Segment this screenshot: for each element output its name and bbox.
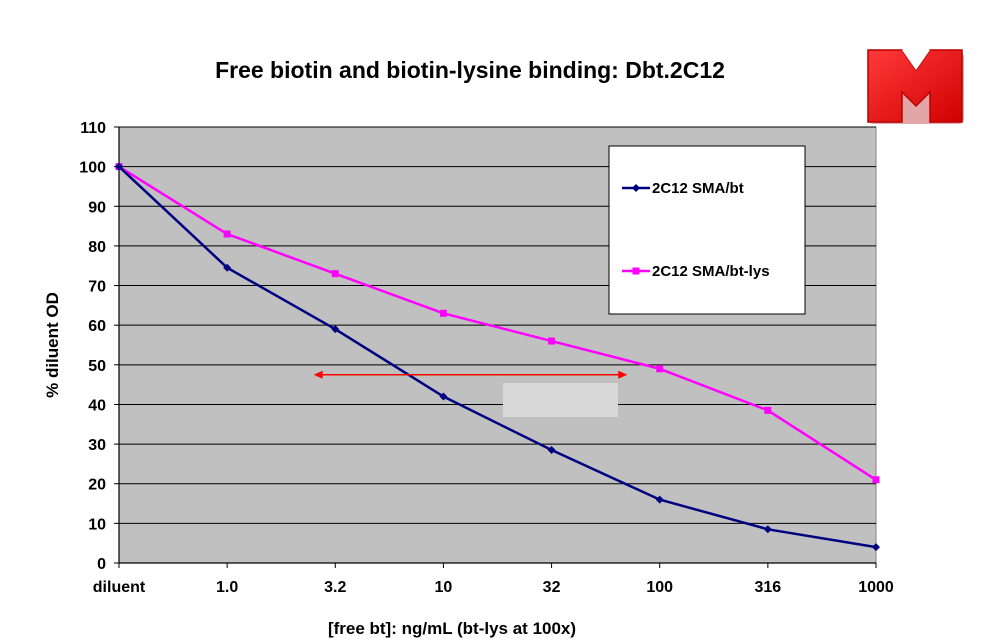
data-point [439, 309, 447, 317]
data-point [547, 446, 556, 455]
x-tick-label: 100 [646, 579, 673, 596]
data-point [655, 495, 664, 504]
y-axis-ticks: 0 10 20 30 40 50 60 70 80 90 100 110 [79, 120, 876, 573]
data-point [548, 337, 556, 345]
series-line [118, 165, 877, 481]
data-point [632, 184, 640, 192]
x-tick-label: 3.2 [324, 579, 346, 596]
y-tick-label: 20 [88, 477, 106, 494]
data-point [632, 267, 640, 275]
annotation-box [503, 383, 618, 417]
y-axis-label: % diluent OD [43, 292, 62, 398]
x-tick-label: 1.0 [216, 579, 238, 596]
y-tick-label: 90 [88, 199, 106, 216]
x-tick-label: 10 [435, 579, 453, 596]
y-tick-label: 30 [88, 437, 106, 454]
data-point [763, 525, 772, 534]
x-tick-label: diluent [93, 579, 146, 596]
arrow-head-left [313, 370, 323, 379]
y-tick-label: 80 [88, 239, 106, 256]
y-tick-label: 60 [88, 318, 106, 335]
data-point [656, 365, 664, 373]
data-point [331, 325, 340, 334]
series-line [118, 165, 877, 549]
x-tick-label: 1000 [858, 579, 894, 596]
arrow-head-right [618, 370, 628, 379]
y-tick-label: 40 [88, 397, 106, 414]
data-point [872, 476, 880, 484]
data-point [764, 406, 772, 414]
legend-box [608, 145, 806, 315]
legend: 2C12 SMA/bt 2C12 SMA/bt-lys [608, 145, 806, 315]
logo-icon [867, 49, 964, 124]
data-point [115, 162, 123, 171]
y-tick-label: 10 [88, 516, 106, 533]
y-tick-label: 70 [88, 279, 106, 296]
data-point [872, 543, 880, 552]
legend-label: 2C12 SMA/bt [652, 180, 744, 197]
data-point [439, 392, 448, 401]
y-tick-label: 100 [79, 160, 106, 177]
annotations [313, 370, 628, 417]
chart-title: Free biotin and biotin-lysine binding: D… [215, 57, 725, 83]
x-axis-label: [free bt]: ng/mL (bt-lys at 100x) [328, 619, 576, 638]
legend-label: 2C12 SMA/bt-lys [652, 263, 770, 280]
y-tick-label: 110 [80, 120, 106, 137]
x-axis-ticks: diluent 1.0 3.2 10 32 100 316 1000 [93, 563, 894, 596]
data-point [331, 270, 339, 278]
y-tick-label: 0 [97, 556, 106, 573]
y-tick-label: 50 [88, 358, 106, 375]
data-point [223, 263, 232, 272]
x-tick-label: 32 [543, 579, 561, 596]
series-lines [115, 162, 880, 552]
data-point [223, 230, 231, 238]
x-tick-label: 316 [755, 579, 782, 596]
